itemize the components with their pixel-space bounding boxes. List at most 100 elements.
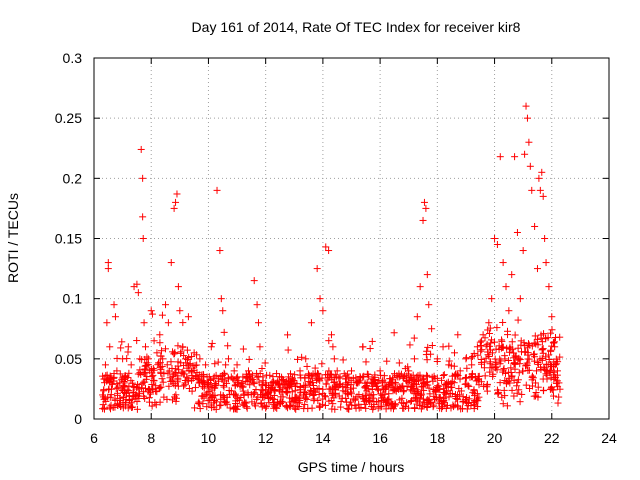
data-point-dense bbox=[515, 369, 523, 377]
data-point-dense bbox=[149, 384, 157, 392]
data-point-dense bbox=[360, 397, 368, 405]
data-point-dense bbox=[329, 400, 337, 408]
y-tick-label: 0.1 bbox=[63, 291, 83, 307]
data-point-dense bbox=[103, 371, 111, 379]
data-point-dense bbox=[283, 388, 291, 396]
data-point-dense bbox=[277, 399, 285, 407]
data-point bbox=[176, 307, 184, 315]
data-point-dense bbox=[292, 405, 300, 413]
data-point-dense bbox=[443, 402, 451, 410]
data-point-dense bbox=[349, 384, 357, 392]
data-point-dense bbox=[297, 374, 305, 382]
data-point-dense bbox=[519, 367, 527, 375]
data-point-dense bbox=[223, 398, 231, 406]
data-point-dense bbox=[339, 356, 347, 364]
data-point bbox=[523, 114, 531, 122]
data-point bbox=[150, 337, 158, 345]
data-point bbox=[439, 343, 447, 351]
data-point-dense bbox=[475, 375, 483, 383]
data-point-dense bbox=[487, 336, 495, 344]
data-point-dense bbox=[534, 360, 542, 368]
data-point-dense bbox=[348, 401, 356, 409]
data-point-dense bbox=[144, 361, 152, 369]
data-point-dense bbox=[544, 361, 552, 369]
data-point bbox=[456, 367, 464, 375]
data-point-dense bbox=[208, 339, 216, 347]
data-point bbox=[255, 319, 263, 327]
data-point-dense bbox=[400, 387, 408, 395]
data-point-dense bbox=[314, 397, 322, 405]
data-point-dense bbox=[118, 338, 126, 346]
data-point-dense bbox=[440, 371, 448, 379]
data-point-dense bbox=[263, 371, 271, 379]
data-point-dense bbox=[219, 381, 227, 389]
data-point-dense bbox=[220, 369, 228, 377]
data-point-dense bbox=[157, 352, 165, 360]
data-point-dense bbox=[240, 390, 248, 398]
data-point-dense bbox=[428, 342, 436, 350]
data-point-dense bbox=[127, 377, 135, 385]
x-axis-label: GPS time / hours bbox=[298, 459, 405, 475]
data-point-dense bbox=[189, 362, 197, 370]
data-point bbox=[142, 343, 149, 351]
data-point-dense bbox=[361, 400, 369, 408]
data-point bbox=[307, 319, 315, 327]
data-point-dense bbox=[160, 370, 168, 378]
data-point-dense bbox=[262, 381, 270, 389]
data-point-dense bbox=[107, 374, 115, 382]
data-point bbox=[513, 228, 521, 236]
data-point-dense bbox=[304, 370, 312, 378]
data-point-dense bbox=[304, 405, 312, 413]
data-point-dense bbox=[234, 395, 242, 403]
data-point-dense bbox=[456, 391, 464, 399]
data-point-dense bbox=[165, 382, 173, 390]
data-point-dense bbox=[404, 363, 412, 371]
data-point-dense bbox=[553, 371, 561, 379]
data-point bbox=[502, 283, 510, 291]
data-point-dense bbox=[382, 405, 390, 413]
data-point-dense bbox=[306, 390, 314, 398]
data-point-dense bbox=[482, 354, 490, 362]
data-point-dense bbox=[482, 342, 490, 350]
data-point-dense bbox=[417, 405, 425, 413]
data-point-dense bbox=[284, 346, 292, 354]
data-point-dense bbox=[508, 372, 516, 380]
data-point-dense bbox=[396, 372, 404, 380]
data-point-dense bbox=[469, 353, 477, 361]
x-tick-label: 14 bbox=[315, 430, 331, 446]
data-point bbox=[422, 204, 430, 212]
data-point-dense bbox=[239, 373, 247, 381]
data-point-dense bbox=[489, 370, 497, 378]
data-point-dense bbox=[279, 376, 287, 384]
data-point bbox=[322, 243, 330, 251]
data-point bbox=[170, 204, 178, 212]
data-point-dense bbox=[256, 370, 264, 378]
data-point-dense bbox=[169, 371, 177, 379]
data-point-dense bbox=[171, 382, 179, 390]
data-point-dense bbox=[301, 383, 309, 391]
data-point-dense bbox=[409, 371, 417, 379]
data-point-dense bbox=[485, 329, 493, 337]
data-point-dense bbox=[439, 372, 447, 380]
data-point-dense bbox=[186, 360, 194, 368]
data-point-dense bbox=[174, 372, 182, 380]
data-point-dense bbox=[168, 377, 176, 385]
data-point-dense bbox=[534, 383, 542, 391]
data-point bbox=[493, 241, 501, 249]
data-point-dense bbox=[383, 357, 391, 365]
data-point-dense bbox=[386, 375, 394, 383]
data-point bbox=[416, 283, 424, 291]
data-point-dense bbox=[529, 374, 537, 382]
data-point-dense bbox=[408, 397, 416, 405]
data-point-dense bbox=[362, 384, 370, 392]
data-point-dense bbox=[463, 364, 471, 372]
data-point-dense bbox=[539, 349, 547, 357]
data-point-dense bbox=[179, 368, 187, 376]
data-point bbox=[538, 168, 546, 176]
data-point-dense bbox=[183, 373, 191, 381]
data-point-dense bbox=[547, 329, 555, 337]
data-point-dense bbox=[545, 356, 553, 364]
data-point-dense bbox=[355, 378, 363, 386]
data-point-dense bbox=[134, 381, 142, 389]
